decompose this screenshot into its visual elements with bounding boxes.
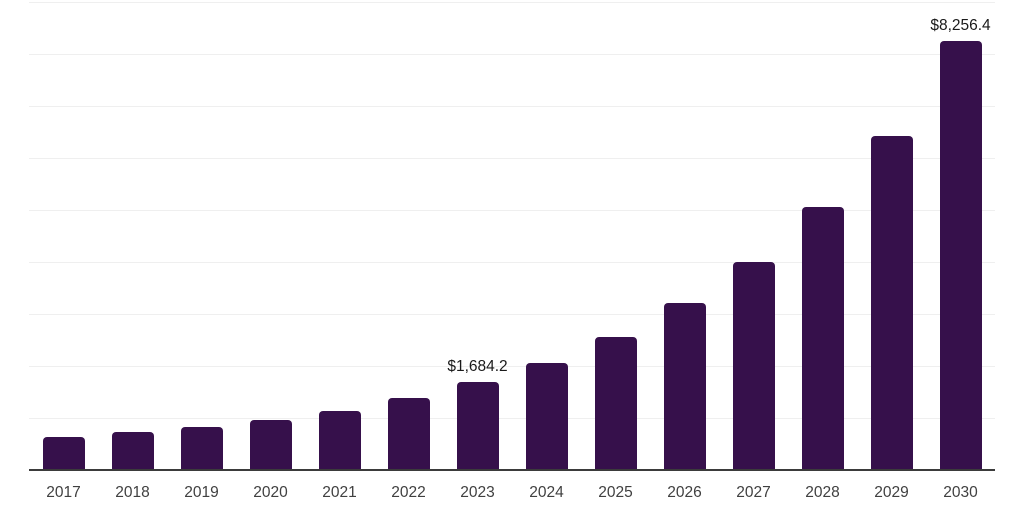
bar-slot-2018 bbox=[98, 2, 167, 470]
bar-2026 bbox=[663, 303, 706, 470]
bar-2023 bbox=[456, 382, 499, 470]
bar-slot-2029 bbox=[857, 2, 926, 470]
bar-slot-2028 bbox=[788, 2, 857, 470]
gridline-2000 bbox=[29, 366, 995, 367]
x-tick-2030: 2030 bbox=[943, 484, 978, 501]
bar-2027 bbox=[732, 261, 775, 470]
bar-slot-2021 bbox=[305, 2, 374, 470]
bar-2018 bbox=[111, 432, 154, 470]
bar-slot-2025 bbox=[581, 2, 650, 470]
gridline-3000 bbox=[29, 314, 995, 315]
bar-2021 bbox=[318, 411, 361, 470]
bar-slot-2020 bbox=[236, 2, 305, 470]
bar-slot-2027 bbox=[719, 2, 788, 470]
x-tick-2024: 2024 bbox=[529, 484, 564, 501]
bar-2017 bbox=[42, 436, 85, 470]
plot-area: $1,684.2 $8,256.4 bbox=[29, 2, 995, 470]
gridline-7000 bbox=[29, 106, 995, 107]
bar-2025 bbox=[594, 337, 637, 470]
bar-2029 bbox=[870, 136, 913, 470]
bar-2024 bbox=[525, 363, 568, 470]
gridline-9000 bbox=[29, 2, 995, 3]
bar-2030 bbox=[939, 40, 982, 470]
bar-slot-2024 bbox=[512, 2, 581, 470]
bar-slot-2022 bbox=[374, 2, 443, 470]
bar-2020 bbox=[249, 420, 292, 470]
x-tick-2022: 2022 bbox=[391, 484, 426, 501]
value-label-2030: $8,256.4 bbox=[930, 16, 991, 34]
bar-2019 bbox=[180, 427, 223, 470]
x-tick-2019: 2019 bbox=[184, 484, 219, 501]
bar-slot-2023: $1,684.2 bbox=[443, 2, 512, 470]
x-tick-2020: 2020 bbox=[253, 484, 288, 501]
gridline-5000 bbox=[29, 210, 995, 211]
gridline-6000 bbox=[29, 158, 995, 159]
bar-2028 bbox=[801, 206, 844, 470]
x-tick-2017: 2017 bbox=[46, 484, 81, 501]
bar-2022 bbox=[387, 398, 430, 470]
x-tick-2018: 2018 bbox=[115, 484, 150, 501]
x-tick-2029: 2029 bbox=[874, 484, 909, 501]
x-tick-2025: 2025 bbox=[598, 484, 633, 501]
gridline-1000 bbox=[29, 418, 995, 419]
bars: $1,684.2 $8,256.4 bbox=[29, 2, 995, 470]
x-tick-2027: 2027 bbox=[736, 484, 771, 501]
x-axis-line bbox=[29, 469, 995, 471]
bar-slot-2017 bbox=[29, 2, 98, 470]
value-label-2023: $1,684.2 bbox=[447, 358, 508, 376]
x-tick-2023: 2023 bbox=[460, 484, 495, 501]
x-tick-2026: 2026 bbox=[667, 484, 702, 501]
bar-slot-2019 bbox=[167, 2, 236, 470]
gridline-8000 bbox=[29, 54, 995, 55]
bar-slot-2030: $8,256.4 bbox=[926, 2, 995, 470]
x-tick-2021: 2021 bbox=[322, 484, 357, 501]
bar-slot-2026 bbox=[650, 2, 719, 470]
gridline-4000 bbox=[29, 262, 995, 263]
x-axis-labels: 2017 2018 2019 2020 2021 2022 2023 2024 2025 2026… bbox=[29, 471, 995, 502]
x-tick-2028: 2028 bbox=[805, 484, 840, 501]
